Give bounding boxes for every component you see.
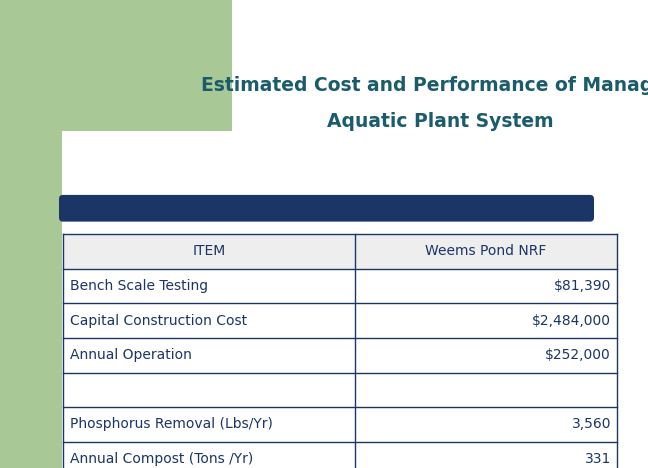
Bar bbox=[63, 234, 617, 269]
Text: Estimated Cost and Performance of Managed: Estimated Cost and Performance of Manage… bbox=[201, 76, 648, 95]
Bar bbox=[63, 407, 617, 442]
Text: Aquatic Plant System: Aquatic Plant System bbox=[327, 112, 553, 131]
Text: Annual Compost (Tons /Yr): Annual Compost (Tons /Yr) bbox=[70, 452, 253, 466]
Bar bbox=[63, 303, 617, 338]
Bar bbox=[63, 373, 617, 407]
Bar bbox=[63, 269, 617, 303]
Text: Phosphorus Removal (Lbs/Yr): Phosphorus Removal (Lbs/Yr) bbox=[70, 417, 273, 431]
Bar bbox=[0, 0, 62, 468]
Bar bbox=[63, 338, 617, 373]
Bar bbox=[232, 14, 648, 197]
Text: Bench Scale Testing: Bench Scale Testing bbox=[70, 279, 208, 293]
Text: Annual Operation: Annual Operation bbox=[70, 348, 192, 362]
FancyBboxPatch shape bbox=[59, 195, 594, 222]
Text: $81,390: $81,390 bbox=[553, 279, 611, 293]
Text: 331: 331 bbox=[584, 452, 611, 466]
Text: ITEM: ITEM bbox=[192, 244, 226, 258]
Bar bbox=[63, 442, 617, 468]
Text: Capital Construction Cost: Capital Construction Cost bbox=[70, 314, 247, 328]
Text: 3,560: 3,560 bbox=[572, 417, 611, 431]
Text: $252,000: $252,000 bbox=[545, 348, 611, 362]
Bar bbox=[0, 0, 232, 131]
Text: $2,484,000: $2,484,000 bbox=[532, 314, 611, 328]
Text: Weems Pond NRF: Weems Pond NRF bbox=[425, 244, 547, 258]
